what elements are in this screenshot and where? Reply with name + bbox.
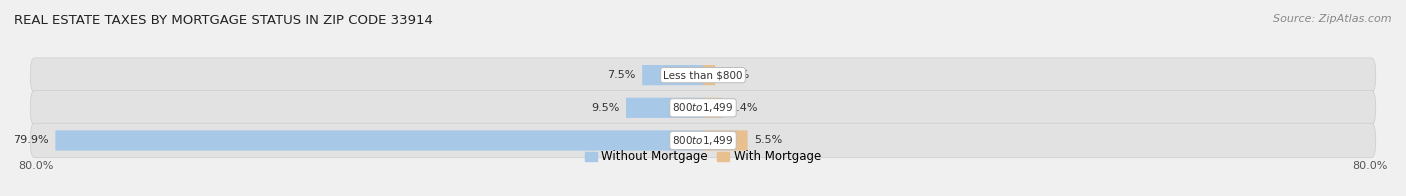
Text: $800 to $1,499: $800 to $1,499 (672, 101, 734, 114)
FancyBboxPatch shape (643, 65, 703, 85)
Text: REAL ESTATE TAXES BY MORTGAGE STATUS IN ZIP CODE 33914: REAL ESTATE TAXES BY MORTGAGE STATUS IN … (14, 14, 433, 27)
Text: 7.5%: 7.5% (607, 70, 636, 80)
Text: 2.4%: 2.4% (728, 103, 758, 113)
Text: 1.5%: 1.5% (721, 70, 749, 80)
FancyBboxPatch shape (626, 98, 703, 118)
FancyBboxPatch shape (55, 130, 703, 151)
Legend: Without Mortgage, With Mortgage: Without Mortgage, With Mortgage (585, 150, 821, 163)
FancyBboxPatch shape (31, 123, 1375, 158)
FancyBboxPatch shape (703, 98, 723, 118)
FancyBboxPatch shape (31, 58, 1375, 92)
Text: Less than $800: Less than $800 (664, 70, 742, 80)
Text: 80.0%: 80.0% (1353, 161, 1388, 171)
FancyBboxPatch shape (703, 65, 716, 85)
Text: 5.5%: 5.5% (754, 135, 782, 145)
Text: $800 to $1,499: $800 to $1,499 (672, 134, 734, 147)
Text: Source: ZipAtlas.com: Source: ZipAtlas.com (1274, 14, 1392, 24)
Text: 79.9%: 79.9% (13, 135, 49, 145)
Text: 80.0%: 80.0% (18, 161, 53, 171)
FancyBboxPatch shape (31, 91, 1375, 125)
FancyBboxPatch shape (703, 130, 748, 151)
Text: 9.5%: 9.5% (591, 103, 620, 113)
